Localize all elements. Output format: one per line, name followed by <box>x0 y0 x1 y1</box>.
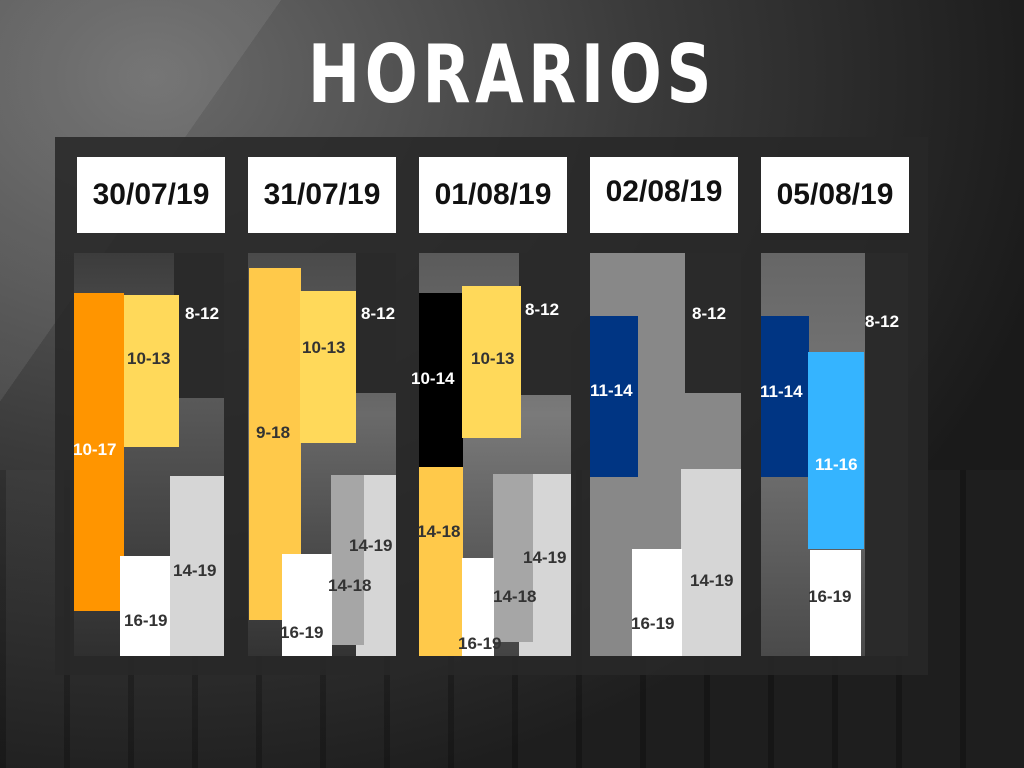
shift-label: 14-18 <box>493 587 537 606</box>
shift-block-16-19 <box>462 558 494 656</box>
shift-label: 11-16 <box>815 455 858 474</box>
shift-label: 16-19 <box>458 634 502 653</box>
shift-block-11-14 <box>590 316 638 477</box>
shift-label: 14-18 <box>417 522 461 541</box>
date-header-5: 05/08/19 <box>761 157 909 233</box>
shift-label: 10-13 <box>471 349 515 368</box>
shift-label: 14-19 <box>523 548 567 567</box>
shift-block-10-13 <box>124 295 179 447</box>
shift-block-10-13 <box>462 286 521 438</box>
date-header-4: 02/08/19 <box>590 157 738 233</box>
shift-label: 8-12 <box>692 304 727 323</box>
shift-block-8-12 <box>685 253 741 393</box>
shift-label: 8-12 <box>865 312 900 331</box>
shift-block-14-18 <box>331 475 364 645</box>
shift-label: 11-14 <box>760 382 803 401</box>
day-column-5 <box>761 253 908 656</box>
shift-block-16-19 <box>810 550 861 656</box>
shift-label: 14-19 <box>173 561 217 580</box>
shift-block-14-19 <box>170 476 224 656</box>
date-header-1: 30/07/19 <box>77 157 225 233</box>
shift-block-11-16 <box>808 352 864 549</box>
shift-label: 16-19 <box>124 611 168 630</box>
shift-label: 16-19 <box>808 587 852 606</box>
day-column-2 <box>248 253 396 656</box>
shift-label: 8-12 <box>525 300 560 319</box>
shift-label: 14-18 <box>328 576 372 595</box>
shift-block-16-19 <box>632 549 682 656</box>
shift-block-8-12 <box>865 253 908 656</box>
page-title: HORARIOS <box>307 28 717 121</box>
shift-label: 10-17 <box>73 440 117 459</box>
shift-label: 10-13 <box>302 338 346 357</box>
date-header-2: 31/07/19 <box>248 157 396 233</box>
shift-label: 10-14 <box>411 369 455 388</box>
shift-label: 14-19 <box>349 536 393 555</box>
shift-block-11-14 <box>761 316 809 477</box>
shift-block-8-12 <box>519 253 571 395</box>
day-column-1 <box>74 253 224 656</box>
shift-label: 11-14 <box>590 381 633 400</box>
shift-block-16-19 <box>282 554 332 656</box>
date-header-3: 01/08/19 <box>419 157 567 233</box>
shift-label: 9-18 <box>256 423 291 442</box>
shift-block-14-18 <box>493 474 533 642</box>
shift-block-16-19 <box>120 556 170 656</box>
shift-label: 16-19 <box>631 614 675 633</box>
shift-block-10-14 <box>419 293 463 467</box>
shift-block-8-12 <box>174 253 224 398</box>
shift-label: 14-19 <box>690 571 734 590</box>
shift-block-8-12 <box>356 253 396 393</box>
shift-block-10-17 <box>74 293 124 611</box>
shift-block-14-18 <box>419 467 463 656</box>
shift-block-10-13 <box>300 291 356 443</box>
shift-block-14-19 <box>681 469 741 656</box>
day-column-3 <box>419 253 571 656</box>
shift-label: 16-19 <box>280 623 324 642</box>
shift-label: 8-12 <box>185 304 220 323</box>
shift-label: 8-12 <box>361 304 396 323</box>
shift-label: 10-13 <box>127 349 171 368</box>
day-column-4 <box>590 253 741 656</box>
